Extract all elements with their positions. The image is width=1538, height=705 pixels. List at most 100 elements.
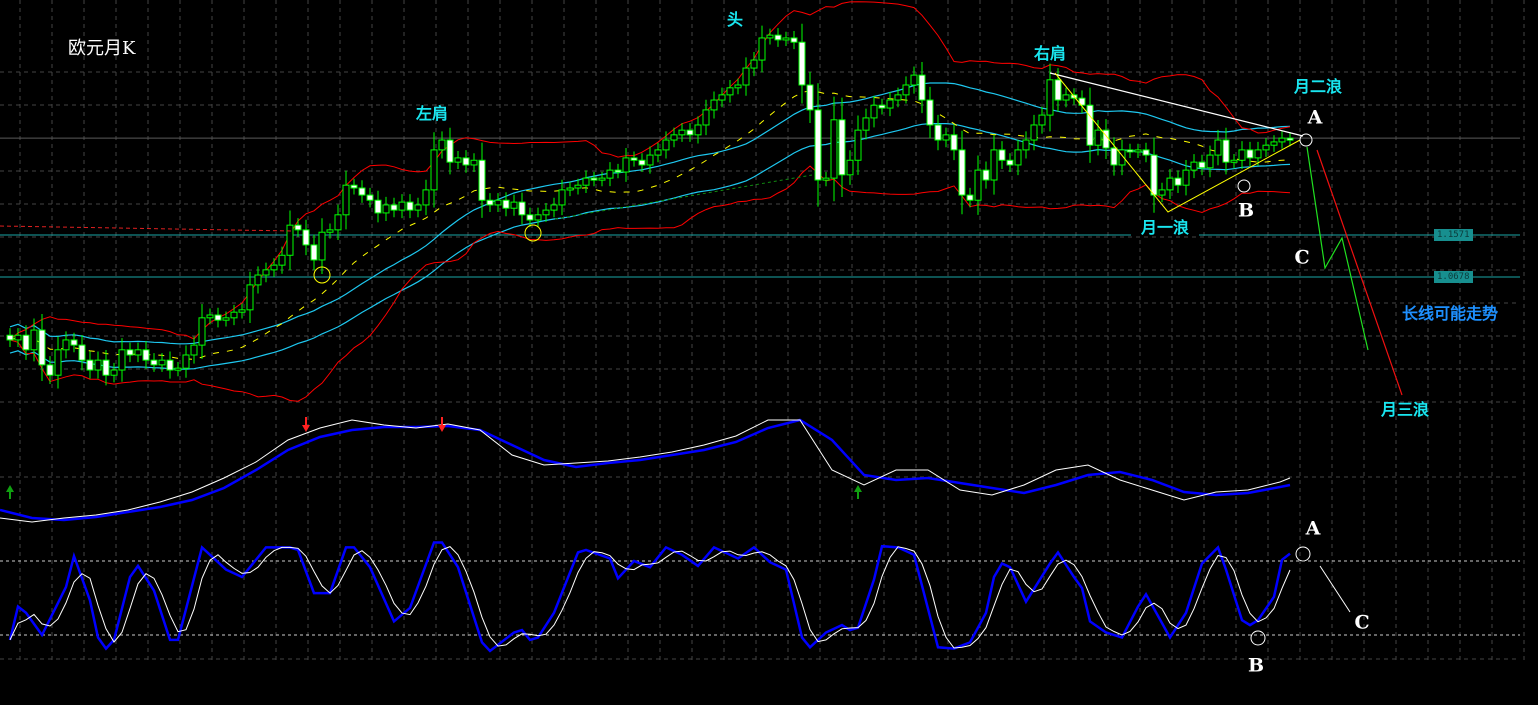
buy-arrow-icon <box>854 485 862 499</box>
candle-bullish <box>198 317 206 346</box>
candle-bullish <box>134 349 142 356</box>
projection-green <box>1306 146 1369 351</box>
candle-bearish <box>998 149 1006 161</box>
candle-bearish <box>1006 159 1014 166</box>
candle-bullish <box>718 94 726 101</box>
candle-bearish <box>390 204 398 211</box>
oscillator-panel <box>0 417 1291 523</box>
candle-bullish <box>646 154 654 166</box>
candle-bullish <box>654 149 662 156</box>
candle-bearish <box>814 109 822 181</box>
stoch-b-circle <box>1250 630 1266 646</box>
candle-bullish <box>1166 177 1174 191</box>
red-dashed-level <box>0 225 293 232</box>
candle-bearish <box>38 329 46 366</box>
label-right-shoulder: 右肩 <box>1033 44 1067 63</box>
descending-trendline <box>1049 72 1304 137</box>
candle-bearish <box>1078 97 1086 106</box>
candle-bearish <box>46 364 54 376</box>
candle-bearish <box>350 184 358 189</box>
candle-bullish <box>662 139 670 151</box>
candle-bullish <box>702 109 710 126</box>
candle-bearish <box>790 37 798 43</box>
candle-bearish <box>502 199 510 209</box>
candle-bullish <box>1278 137 1286 143</box>
candle-bullish <box>766 34 774 39</box>
label-main-a: A <box>1307 106 1323 129</box>
price-label-2: 1.0678 <box>1434 271 1473 283</box>
candle-bullish <box>894 94 902 101</box>
candle-bullish <box>326 229 334 233</box>
candle-bearish <box>526 214 534 221</box>
candle-bullish <box>1214 139 1222 156</box>
label-wave-two: 月二浪 <box>1293 77 1343 96</box>
candle-bearish <box>590 177 598 181</box>
grid <box>0 0 1525 660</box>
candle-bullish <box>822 177 830 181</box>
stoch-k-line <box>8 541 1291 653</box>
candle-bearish <box>302 229 310 246</box>
candle-bullish <box>942 134 950 141</box>
candle-bullish <box>598 177 606 181</box>
chart-title: 欧元月K <box>68 38 136 59</box>
label-head: 头 <box>726 10 744 29</box>
candle-bullish <box>622 157 630 173</box>
candle-bullish <box>1254 149 1262 159</box>
candle-bearish <box>1086 104 1094 146</box>
candle-bullish <box>1262 144 1270 151</box>
candle-bullish <box>1030 124 1038 141</box>
candle-bullish <box>238 309 246 313</box>
candle-bullish <box>110 369 118 376</box>
candle-bearish <box>1150 154 1158 196</box>
candle-bearish <box>366 194 374 201</box>
candle-bullish <box>750 59 758 69</box>
candle-bearish <box>630 157 638 161</box>
candle-bearish <box>214 314 222 321</box>
candle-bearish <box>446 139 454 163</box>
candle-bullish <box>30 329 38 351</box>
candle-bullish <box>182 354 190 369</box>
candle-bearish <box>1286 137 1294 141</box>
stoch-projection <box>1319 565 1351 613</box>
label-wave-one: 月一浪 <box>1130 220 1200 236</box>
candles <box>6 23 1294 389</box>
candle-bullish <box>854 129 862 161</box>
candle-bullish <box>1094 129 1102 146</box>
candle-bearish <box>838 119 846 176</box>
candle-bearish <box>1054 79 1062 101</box>
candle-bearish <box>6 334 14 341</box>
candle-bearish <box>126 349 134 356</box>
candle-bullish <box>318 231 326 261</box>
candle-bullish <box>14 334 22 341</box>
candle-bearish <box>878 104 886 109</box>
candle-bullish <box>694 124 702 136</box>
candle-bullish <box>1182 169 1190 186</box>
buy-arrow-icon <box>6 485 14 499</box>
candle-bearish <box>294 224 302 231</box>
candle-bullish <box>382 204 390 214</box>
candle-bullish <box>414 204 422 211</box>
sell-arrow-icon <box>438 417 446 432</box>
label-main-c: C <box>1294 246 1310 269</box>
candle-bearish <box>926 99 934 126</box>
candle-bullish <box>158 359 166 366</box>
candle-bullish <box>670 134 678 141</box>
candle-bearish <box>1110 147 1118 166</box>
drawings <box>0 72 1403 646</box>
point-b-circle <box>1237 179 1251 193</box>
candle-bearish <box>142 349 150 361</box>
candle-bullish <box>1238 149 1246 161</box>
low-circle-2 <box>524 224 542 242</box>
price-levels <box>0 137 1520 278</box>
candle-bullish <box>206 314 214 319</box>
candle-bullish <box>574 184 582 189</box>
candle-bearish <box>478 159 486 201</box>
label-main-b: B <box>1237 199 1255 222</box>
projection-red <box>1316 149 1403 396</box>
candle-bullish <box>1134 149 1142 153</box>
candle-bearish <box>102 359 110 376</box>
candle-bullish <box>454 157 462 163</box>
candle-bullish <box>710 99 718 111</box>
candle-bullish <box>494 199 502 206</box>
